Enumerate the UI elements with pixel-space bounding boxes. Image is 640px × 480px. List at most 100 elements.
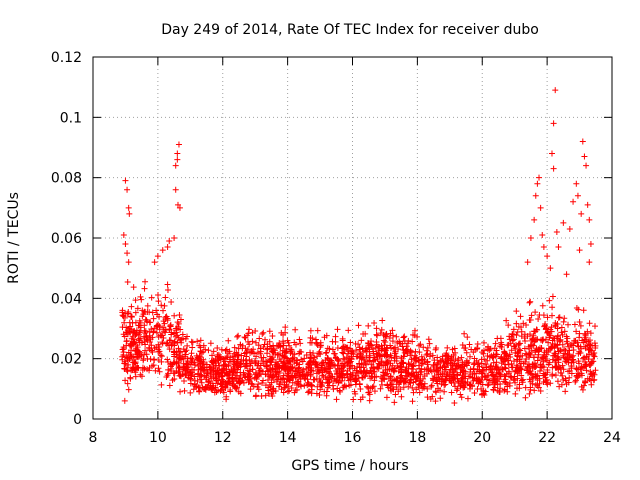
data-point	[419, 385, 426, 392]
data-point	[252, 393, 259, 400]
data-point	[197, 362, 204, 369]
data-point	[583, 361, 590, 368]
data-point	[200, 367, 207, 374]
data-point	[516, 370, 523, 377]
data-point	[234, 352, 241, 359]
data-point	[127, 374, 134, 381]
data-point	[331, 350, 338, 357]
data-point	[430, 376, 437, 383]
data-point	[328, 357, 335, 364]
data-point	[176, 337, 183, 344]
data-point	[513, 320, 520, 327]
data-point	[447, 366, 454, 373]
data-point	[146, 339, 153, 346]
outlier-point	[125, 204, 132, 211]
data-point	[347, 345, 354, 352]
data-point	[295, 378, 302, 385]
data-point	[214, 387, 221, 394]
data-point	[540, 358, 547, 365]
outlier-point	[553, 228, 560, 235]
data-point	[335, 356, 342, 363]
data-point	[141, 322, 148, 329]
data-point	[412, 348, 419, 355]
data-point	[191, 382, 198, 389]
data-point	[377, 373, 384, 380]
outlier-point	[579, 138, 586, 145]
data-point	[158, 332, 165, 339]
outlier-point	[539, 231, 546, 238]
data-point	[432, 398, 439, 405]
outlier-point	[174, 201, 181, 208]
data-point	[587, 330, 594, 337]
data-point	[498, 343, 505, 350]
data-point	[406, 379, 413, 386]
data-point	[401, 333, 408, 340]
data-point	[439, 378, 446, 385]
data-point	[380, 369, 387, 376]
data-point	[504, 388, 511, 395]
data-point	[323, 376, 330, 383]
data-point	[336, 370, 343, 377]
data-point	[502, 379, 509, 386]
data-point	[312, 336, 319, 343]
data-point	[269, 332, 276, 339]
data-point	[264, 346, 271, 353]
data-point	[540, 312, 547, 319]
outlier-point	[172, 162, 179, 169]
data-point	[274, 351, 281, 358]
data-point	[237, 372, 244, 379]
data-point	[150, 362, 157, 369]
data-point	[459, 378, 466, 385]
data-point	[416, 342, 423, 349]
data-point	[177, 326, 184, 333]
data-point	[424, 344, 431, 351]
data-point	[354, 363, 361, 370]
data-point	[125, 357, 132, 364]
data-point	[291, 351, 298, 358]
data-point	[563, 359, 570, 366]
data-point	[269, 393, 276, 400]
data-point	[514, 350, 521, 357]
data-point	[262, 336, 269, 343]
data-point	[566, 347, 573, 354]
data-point	[444, 370, 451, 377]
data-point	[131, 359, 138, 366]
data-point	[489, 354, 496, 361]
data-point	[161, 320, 168, 327]
data-point	[384, 351, 391, 358]
data-point	[327, 362, 334, 369]
data-point	[146, 345, 153, 352]
data-point	[320, 359, 327, 366]
data-point	[187, 355, 194, 362]
data-point	[260, 344, 267, 351]
data-point	[312, 359, 319, 366]
data-point	[476, 363, 483, 370]
data-point	[416, 377, 423, 384]
data-point	[128, 313, 135, 320]
data-point	[558, 329, 565, 336]
data-point	[218, 346, 225, 353]
data-point	[153, 329, 160, 336]
data-point	[384, 370, 391, 377]
data-point	[171, 348, 178, 355]
data-point	[569, 357, 576, 364]
data-point	[559, 372, 566, 379]
data-point	[397, 340, 404, 347]
data-point	[128, 335, 135, 342]
data-point	[177, 388, 184, 395]
data-point	[514, 375, 521, 382]
data-point	[417, 371, 424, 378]
data-point	[264, 358, 271, 365]
data-point	[403, 346, 410, 353]
data-point	[322, 350, 329, 357]
data-point	[151, 325, 158, 332]
data-point	[370, 383, 377, 390]
data-point	[249, 366, 256, 373]
data-point	[424, 385, 431, 392]
data-point	[405, 337, 412, 344]
data-point	[194, 338, 201, 345]
data-point	[584, 375, 591, 382]
data-point	[209, 352, 216, 359]
data-point	[275, 343, 282, 350]
data-point	[242, 374, 249, 381]
